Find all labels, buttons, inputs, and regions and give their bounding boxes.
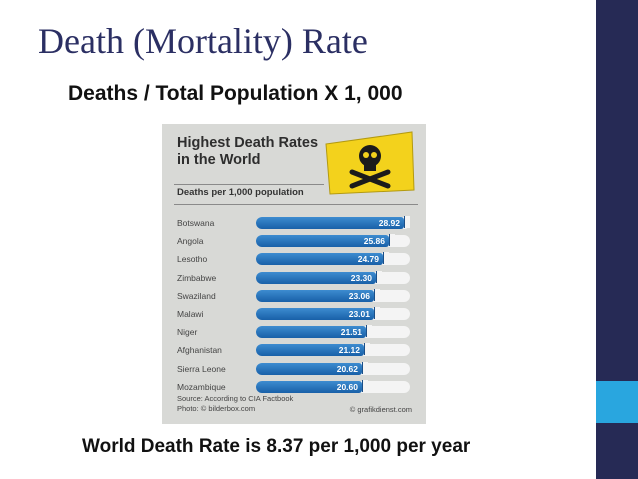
bar-end-cap xyxy=(364,343,370,356)
sidebar-accent-block xyxy=(596,381,638,423)
bar-value-label: 23.30 xyxy=(350,272,372,283)
slide-title: Death (Mortality) Rate xyxy=(38,21,368,61)
bar-row: Swaziland 23.06 xyxy=(162,288,426,304)
bar-end-cap xyxy=(374,307,380,319)
infographic-divider-lower xyxy=(174,204,418,205)
bar-row: Sierra Leone 20.62 xyxy=(162,361,426,377)
country-label: Botswana xyxy=(177,218,215,228)
bar-end-cap xyxy=(383,252,389,265)
death-rate-bar xyxy=(256,253,383,266)
country-label: Zimbabwe xyxy=(177,272,217,283)
bar-end-cap xyxy=(362,379,368,392)
infographic-subtitle: Deaths per 1,000 population xyxy=(177,187,304,198)
death-rate-formula: Deaths / Total Population X 1, 000 xyxy=(68,82,403,105)
infographic-source: Source: According to CIA Factbook Photo:… xyxy=(177,394,293,414)
bar-end-cap xyxy=(374,288,380,301)
bar-end-cap xyxy=(366,325,372,338)
bar-end-cap xyxy=(389,234,395,247)
death-rate-bar xyxy=(256,271,376,284)
bar-row: Botswana 28.92 xyxy=(162,216,426,231)
death-rate-bar xyxy=(256,344,364,357)
bar-row: Niger 21.51 xyxy=(162,325,426,340)
graphic-credit: © grafikdienst.com xyxy=(349,405,412,414)
bar-row: Afghanistan 21.12 xyxy=(162,343,426,358)
photo-credit-line: Photo: © bilderbox.com xyxy=(177,404,256,413)
death-rate-bar xyxy=(256,308,374,320)
country-label: Niger xyxy=(177,327,198,338)
infographic-title-line1: Highest Death Rates xyxy=(177,135,319,151)
death-rate-bar xyxy=(256,362,362,375)
bar-end-cap xyxy=(362,361,368,374)
bar-row: Malawi 23.01 xyxy=(162,307,426,322)
death-rate-bar xyxy=(256,380,362,393)
death-rate-bar xyxy=(256,289,374,302)
bar-value-label: 21.12 xyxy=(338,345,360,356)
death-rate-bar xyxy=(256,326,366,339)
bar-row: Zimbabwe 23.30 xyxy=(162,270,426,286)
country-label: Swaziland xyxy=(177,290,216,301)
bar-row: Mozambique 20.60 xyxy=(162,379,426,395)
country-label: Afghanistan xyxy=(177,345,222,356)
death-rate-bar xyxy=(256,235,389,248)
death-rate-infographic: Highest Death Rates in the World Deaths … xyxy=(162,124,426,424)
bar-value-label: 23.06 xyxy=(348,290,370,301)
country-label: Sierra Leone xyxy=(177,363,226,374)
bar-value-label: 21.51 xyxy=(340,327,362,338)
infographic-title: Highest Death Rates in the World xyxy=(177,135,327,169)
infographic-divider xyxy=(174,184,324,185)
country-label: Angola xyxy=(177,236,204,247)
country-label: Lesotho xyxy=(177,254,208,265)
country-label: Mozambique xyxy=(177,381,226,392)
country-label: Malawi xyxy=(177,309,204,319)
bar-value-label: 25.86 xyxy=(363,236,385,247)
bar-row: Angola 25.86 xyxy=(162,234,426,249)
world-death-rate-note: World Death Rate is 8.37 per 1,000 per y… xyxy=(82,436,471,457)
infographic-title-line2: in the World xyxy=(177,152,261,168)
bar-value-label: 20.62 xyxy=(336,363,358,374)
bar-value-label: 23.01 xyxy=(348,309,370,319)
death-rate-bar xyxy=(256,217,404,229)
skull-warning-icon xyxy=(325,131,415,195)
bar-value-label: 28.92 xyxy=(378,218,400,228)
source-line: Source: According to CIA Factbook xyxy=(177,394,294,403)
bar-end-cap xyxy=(404,216,410,228)
bar-row: Lesotho 24.79 xyxy=(162,252,426,267)
bar-value-label: 20.60 xyxy=(336,381,358,392)
bar-end-cap xyxy=(376,270,382,283)
bar-value-label: 24.79 xyxy=(357,254,379,265)
